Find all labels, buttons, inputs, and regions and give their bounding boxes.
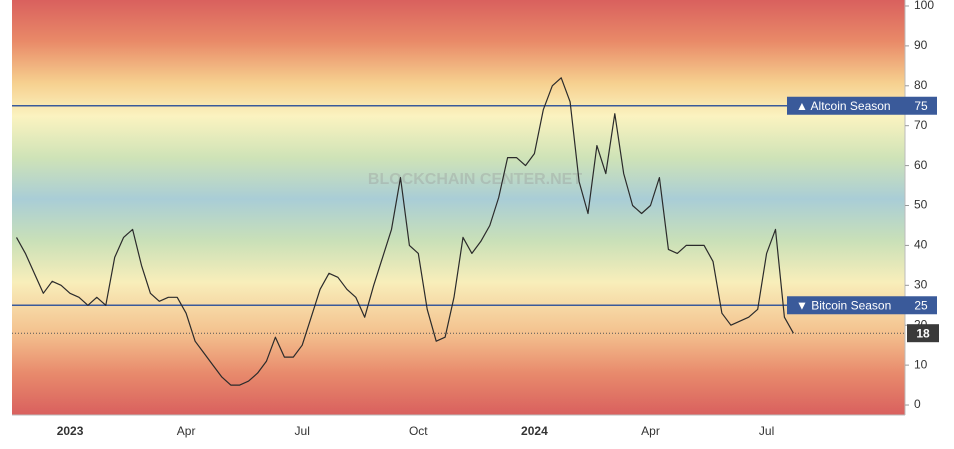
reference-label: ▲ Altcoin Season	[796, 99, 891, 113]
y-tick-label: 90	[914, 38, 928, 52]
reference-tag-box	[905, 96, 937, 115]
y-tick-label: 70	[914, 118, 928, 132]
plot-background	[12, 0, 905, 415]
x-tick-label: Jul	[295, 424, 310, 438]
x-tick-label: Jul	[759, 424, 774, 438]
y-tick-label: 30	[914, 277, 928, 291]
y-tick-label: 40	[914, 238, 928, 252]
reference-label-box	[787, 296, 905, 315]
current-value-tag: 18	[916, 326, 930, 340]
current-value-box	[907, 324, 939, 343]
x-tick-label: 2024	[521, 424, 548, 438]
y-tick-label: 60	[914, 158, 928, 172]
reference-label-box	[787, 96, 905, 115]
x-tick-label: Oct	[409, 424, 428, 438]
y-tick-label: 0	[914, 397, 921, 411]
y-tick-label: 100	[914, 0, 934, 12]
x-tick-label: Apr	[177, 424, 196, 438]
y-tick-label: 80	[914, 78, 928, 92]
x-tick-label: Apr	[641, 424, 660, 438]
y-tick-label: 10	[914, 357, 928, 371]
reference-label: ▼ Bitcoin Season	[796, 298, 891, 312]
reference-tag: 25	[914, 298, 928, 312]
index-line	[15, 77, 794, 386]
watermark: BLOCKCHAIN CENTER.NET	[368, 171, 582, 188]
x-tick-label: 2023	[57, 424, 84, 438]
reference-tag: 75	[914, 99, 928, 113]
reference-tag-box	[905, 296, 937, 315]
y-tick-label: 50	[914, 198, 928, 212]
